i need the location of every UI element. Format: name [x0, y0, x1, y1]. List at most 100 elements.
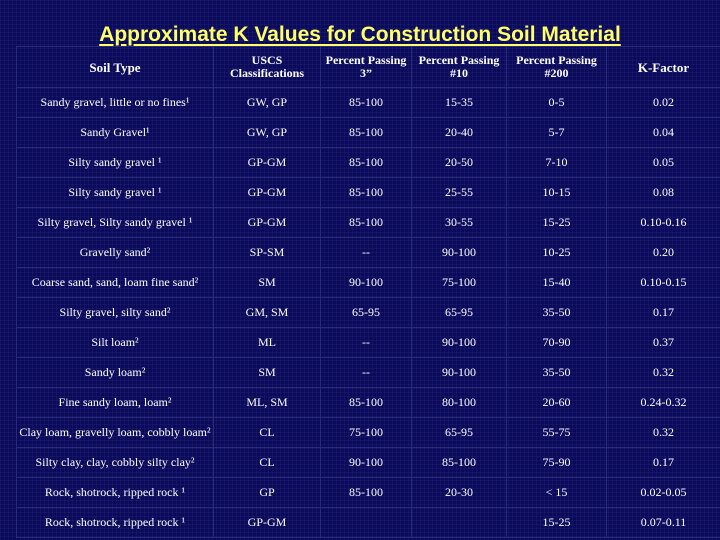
- cell-passing-200: < 15: [506, 477, 607, 508]
- header-passing-3in: Percent Passing 3”: [320, 46, 412, 88]
- table-row: Silt loam² ML -- 90-100 70-90 0.37: [16, 327, 720, 358]
- cell-k-factor: 0.37: [606, 327, 720, 358]
- cell-passing-200: 7-10: [506, 147, 607, 178]
- cell-passing-200: 20-60: [506, 387, 607, 418]
- table-row: Sandy Gravel¹ GW, GP 85-100 20-40 5-7 0.…: [16, 117, 720, 148]
- cell-soil-type: Sandy loam²: [16, 357, 214, 388]
- cell-passing-10: 85-100: [411, 447, 507, 478]
- cell-passing-200: 70-90: [506, 327, 607, 358]
- cell-uscs: GP: [213, 477, 321, 508]
- cell-soil-type: Fine sandy loam, loam²: [16, 387, 214, 418]
- cell-soil-type: Silt loam²: [16, 327, 214, 358]
- cell-uscs: GP-GM: [213, 177, 321, 208]
- cell-passing-10: 25-55: [411, 177, 507, 208]
- cell-passing-10: 90-100: [411, 327, 507, 358]
- cell-k-factor: 0.32: [606, 357, 720, 388]
- cell-soil-type: Sandy Gravel¹: [16, 117, 214, 148]
- cell-k-factor: 0.32: [606, 417, 720, 448]
- cell-k-factor: 0.07-0.11: [606, 507, 720, 538]
- cell-passing-3in: 75-100: [320, 417, 412, 448]
- cell-passing-10: [411, 507, 507, 538]
- header-soil-type: Soil Type: [16, 46, 214, 88]
- k-values-table-container: Soil Type USCS Classifications Percent P…: [16, 46, 720, 538]
- table-row: Fine sandy loam, loam² ML, SM 85-100 80-…: [16, 387, 720, 418]
- cell-k-factor: 0.20: [606, 237, 720, 268]
- table-header-row: Soil Type USCS Classifications Percent P…: [16, 46, 720, 88]
- cell-soil-type: Gravelly sand²: [16, 237, 214, 268]
- table-row: Silty sandy gravel ¹ GP-GM 85-100 25-55 …: [16, 177, 720, 208]
- cell-passing-200: 5-7: [506, 117, 607, 148]
- header-uscs: USCS Classifications: [213, 46, 321, 88]
- cell-passing-3in: 85-100: [320, 207, 412, 238]
- cell-passing-200: 15-25: [506, 507, 607, 538]
- cell-uscs: CL: [213, 447, 321, 478]
- cell-k-factor: 0.05: [606, 147, 720, 178]
- k-values-table: Soil Type USCS Classifications Percent P…: [16, 46, 720, 538]
- cell-uscs: GM, SM: [213, 297, 321, 328]
- cell-passing-3in: 85-100: [320, 147, 412, 178]
- table-body: Sandy gravel, little or no fines¹ GW, GP…: [16, 87, 720, 538]
- cell-uscs: SM: [213, 267, 321, 298]
- cell-passing-3in: [320, 507, 412, 538]
- table-row: Sandy gravel, little or no fines¹ GW, GP…: [16, 87, 720, 118]
- cell-passing-200: 0-5: [506, 87, 607, 118]
- table-row: Gravelly sand² SP-SM -- 90-100 10-25 0.2…: [16, 237, 720, 268]
- cell-k-factor: 0.17: [606, 447, 720, 478]
- table-row: Silty clay, clay, cobbly silty clay² CL …: [16, 447, 720, 478]
- cell-passing-200: 55-75: [506, 417, 607, 448]
- cell-soil-type: Clay loam, gravelly loam, cobbly loam²: [16, 417, 214, 448]
- cell-passing-3in: --: [320, 327, 412, 358]
- table-row: Rock, shotrock, ripped rock ¹ GP 85-100 …: [16, 477, 720, 508]
- cell-uscs: SP-SM: [213, 237, 321, 268]
- cell-soil-type: Silty gravel, silty sand²: [16, 297, 214, 328]
- table-row: Silty sandy gravel ¹ GP-GM 85-100 20-50 …: [16, 147, 720, 178]
- cell-passing-10: 20-30: [411, 477, 507, 508]
- cell-soil-type: Coarse sand, sand, loam fine sand²: [16, 267, 214, 298]
- cell-soil-type: Silty sandy gravel ¹: [16, 177, 214, 208]
- cell-passing-200: 35-50: [506, 357, 607, 388]
- cell-k-factor: 0.02: [606, 87, 720, 118]
- cell-k-factor: 0.10-0.15: [606, 267, 720, 298]
- cell-soil-type: Silty gravel, Silty sandy gravel ¹: [16, 207, 214, 238]
- table-row: Silty gravel, Silty sandy gravel ¹ GP-GM…: [16, 207, 720, 238]
- cell-passing-3in: 90-100: [320, 447, 412, 478]
- cell-passing-200: 75-90: [506, 447, 607, 478]
- cell-passing-3in: --: [320, 357, 412, 388]
- cell-passing-3in: 85-100: [320, 387, 412, 418]
- cell-uscs: SM: [213, 357, 321, 388]
- cell-passing-10: 75-100: [411, 267, 507, 298]
- cell-soil-type: Silty sandy gravel ¹: [16, 147, 214, 178]
- cell-passing-200: 15-40: [506, 267, 607, 298]
- cell-passing-10: 20-40: [411, 117, 507, 148]
- cell-uscs: ML: [213, 327, 321, 358]
- cell-passing-3in: 65-95: [320, 297, 412, 328]
- cell-passing-10: 65-95: [411, 417, 507, 448]
- cell-passing-200: 35-50: [506, 297, 607, 328]
- cell-passing-3in: 85-100: [320, 87, 412, 118]
- cell-passing-3in: 85-100: [320, 177, 412, 208]
- header-passing-10: Percent Passing #10: [411, 46, 507, 88]
- cell-uscs: GP-GM: [213, 207, 321, 238]
- cell-k-factor: 0.24-0.32: [606, 387, 720, 418]
- cell-passing-10: 20-50: [411, 147, 507, 178]
- cell-k-factor: 0.02-0.05: [606, 477, 720, 508]
- cell-uscs: CL: [213, 417, 321, 448]
- cell-k-factor: 0.08: [606, 177, 720, 208]
- header-k-factor: K-Factor: [606, 46, 720, 88]
- cell-passing-200: 10-15: [506, 177, 607, 208]
- cell-uscs: GW, GP: [213, 87, 321, 118]
- cell-soil-type: Silty clay, clay, cobbly silty clay²: [16, 447, 214, 478]
- slide-title: Approximate K Values for Construction So…: [99, 23, 621, 46]
- cell-uscs: GP-GM: [213, 147, 321, 178]
- cell-uscs: GP-GM: [213, 507, 321, 538]
- cell-passing-200: 15-25: [506, 207, 607, 238]
- table-row: Sandy loam² SM -- 90-100 35-50 0.32: [16, 357, 720, 388]
- cell-passing-10: 90-100: [411, 357, 507, 388]
- cell-passing-3in: 90-100: [320, 267, 412, 298]
- cell-soil-type: Sandy gravel, little or no fines¹: [16, 87, 214, 118]
- cell-passing-10: 65-95: [411, 297, 507, 328]
- cell-passing-10: 30-55: [411, 207, 507, 238]
- cell-soil-type: Rock, shotrock, ripped rock ¹: [16, 477, 214, 508]
- cell-uscs: GW, GP: [213, 117, 321, 148]
- table-row: Silty gravel, silty sand² GM, SM 65-95 6…: [16, 297, 720, 328]
